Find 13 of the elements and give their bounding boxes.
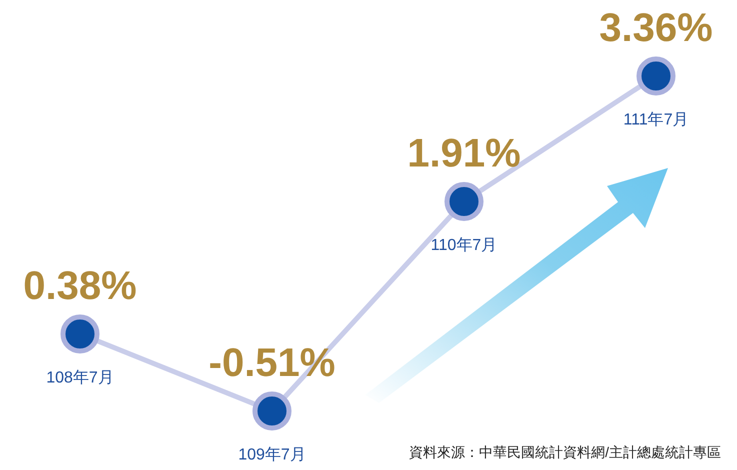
point [60, 314, 100, 354]
data-label: 0.38% [23, 264, 137, 308]
x-tick-label: 109年7月 [238, 446, 306, 464]
point [444, 182, 484, 222]
data-label: -0.51% [208, 341, 336, 385]
point [252, 392, 292, 430]
x-tick-label: 110年7月 [430, 237, 498, 254]
point [636, 56, 676, 96]
data-label: 1.91% [407, 132, 521, 176]
source-note: 資料來源：中華民國統計資料網/主計總處統計專區 [409, 444, 721, 462]
x-tick-label: 108年7月 [46, 369, 114, 386]
data-label: 3.36% [599, 6, 713, 50]
x-tick-label: 111年7月 [623, 112, 689, 128]
